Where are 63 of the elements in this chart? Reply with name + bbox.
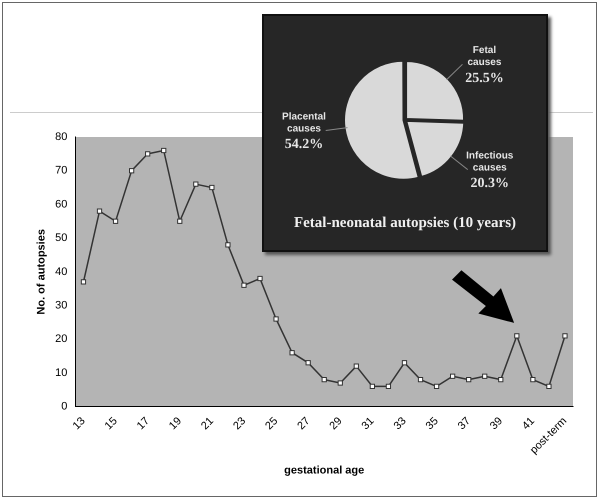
y-tick-label: 50	[55, 232, 68, 244]
point	[112, 218, 118, 224]
y-tick-label: 40	[55, 266, 68, 278]
x-tick-label: 29	[327, 415, 345, 432]
point	[306, 360, 311, 366]
slice-label: Placental causes	[282, 111, 326, 134]
point	[225, 242, 231, 248]
x-tick-label: 15	[102, 415, 120, 432]
point	[498, 377, 504, 382]
point	[96, 208, 102, 214]
x-axis-title: gestational age	[284, 464, 364, 476]
data-label: 25.5%	[465, 70, 504, 86]
point	[402, 360, 408, 366]
x-tick-label: 23	[231, 415, 248, 432]
point	[450, 374, 456, 379]
point	[241, 282, 247, 288]
point	[370, 384, 375, 390]
point	[562, 333, 568, 338]
point	[289, 350, 295, 356]
point	[354, 364, 359, 369]
point	[418, 377, 424, 382]
point	[128, 168, 134, 174]
point	[530, 377, 536, 382]
point	[257, 276, 263, 282]
slice-label: Fetal causes	[467, 45, 502, 68]
y-tick-label: 70	[55, 164, 68, 177]
point	[80, 279, 86, 285]
point	[546, 384, 552, 390]
point	[177, 218, 182, 224]
x-tick-label: 25	[263, 415, 280, 432]
point	[161, 148, 166, 154]
x-tick-label: 39	[488, 415, 506, 432]
point	[434, 384, 440, 390]
x-tick-label: 33	[392, 415, 409, 432]
point	[193, 182, 198, 187]
x-tick-label: 31	[359, 415, 377, 432]
y-axis-title: No. of autopsies	[36, 229, 48, 315]
y-tick-label: 0	[61, 400, 68, 413]
y-tick-label: 30	[55, 300, 68, 312]
y-tick-label: 10	[55, 366, 68, 379]
x-tick-label: 27	[295, 415, 312, 432]
point	[209, 184, 214, 190]
y-tick-label: 20	[55, 333, 68, 346]
x-tick-label: 17	[134, 415, 152, 432]
point	[482, 374, 488, 379]
x-tick-label: 21	[198, 415, 216, 432]
point	[322, 377, 327, 382]
point	[466, 377, 472, 382]
data-label: 54.2%	[284, 137, 324, 152]
point	[514, 333, 520, 338]
x-tick-label: 19	[166, 415, 184, 432]
x-tick-label: 13	[70, 415, 88, 432]
point	[145, 151, 150, 156]
y-tick-label: 80	[55, 131, 68, 144]
x-tick-label: 35	[424, 415, 441, 432]
text: Fetal-neonatal autopsies (10 years)	[294, 214, 516, 231]
y-tick-label: 60	[55, 198, 68, 210]
slice-label: Infectious causes	[466, 150, 514, 174]
x-tick-label: 37	[456, 415, 473, 432]
point	[338, 380, 343, 386]
data-label: 20.3%	[470, 176, 509, 192]
point	[386, 384, 392, 390]
point	[273, 316, 279, 322]
